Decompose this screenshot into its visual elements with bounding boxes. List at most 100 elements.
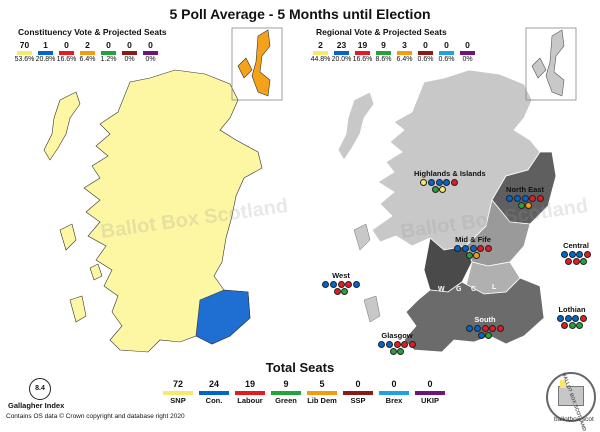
vote-share: 16.6% <box>352 56 373 63</box>
total-seat-count: 24 <box>208 379 219 389</box>
seat-dot <box>529 195 537 202</box>
seat-dot <box>477 245 485 252</box>
regional-table: 2 23 19 9 3 0 0 0 44.8% 20.0% 16.6% 8.6% 6.4% 0.6% 0.… <box>310 40 478 64</box>
seat-dot <box>568 322 576 329</box>
seat-count: 0 <box>127 40 132 50</box>
region-name: Glasgow <box>381 331 413 340</box>
seat-count: 0 <box>465 40 470 50</box>
seat-count: 19 <box>357 40 368 50</box>
seat-dot <box>341 288 349 295</box>
party-name: Con. <box>205 396 223 405</box>
seat-dot <box>560 322 568 329</box>
seat-dot <box>481 325 489 332</box>
party-swatch <box>397 51 412 55</box>
party-name: SSP <box>350 396 366 405</box>
region-central: Central <box>556 242 596 265</box>
vote-share: 1.2% <box>100 56 117 63</box>
seat-dot <box>496 325 504 332</box>
party-swatch <box>143 51 158 55</box>
seat-dot <box>536 195 544 202</box>
copyright-notice: Contains OS data © Crown copyright and d… <box>6 413 185 420</box>
party-name: Labour <box>237 396 263 405</box>
seat-dot <box>568 251 576 258</box>
party-swatch <box>334 51 349 55</box>
regional-map-northern-isles <box>545 29 565 97</box>
seat-dot <box>345 281 353 288</box>
region-name: Highlands & Islands <box>414 169 486 178</box>
seat-dot <box>579 315 587 322</box>
party-color-bar <box>379 391 409 395</box>
constituency-map-northern-isles <box>251 29 271 97</box>
region-south: South <box>462 316 508 339</box>
seat-dot <box>461 245 469 252</box>
party-swatch <box>376 51 391 55</box>
region-name: West <box>332 271 350 280</box>
seat-dot <box>517 202 525 209</box>
seat-dot <box>401 341 409 348</box>
total-party: 5 Lib Dem <box>304 379 340 406</box>
seat-count: 3 <box>402 40 407 50</box>
party-swatch <box>122 51 137 55</box>
total-seat-count: 0 <box>355 379 361 389</box>
seat-dot <box>408 341 416 348</box>
seat-count: 9 <box>381 40 386 50</box>
party-color-bar <box>343 391 373 395</box>
ballotbox-logo <box>546 372 596 422</box>
constituency-table: 70 1 0 2 0 0 0 53.6% 20.8% 16.6% 6.4% 1.2% 0% 0% <box>14 40 161 64</box>
seat-count: 0 <box>148 40 153 50</box>
map-letter-l: L <box>492 284 497 291</box>
seat-dot <box>466 325 474 332</box>
seat-dot <box>583 251 591 258</box>
seat-dot <box>378 341 386 348</box>
map-letter-w: W <box>438 286 445 293</box>
seat-dot <box>484 245 492 252</box>
seat-dot <box>572 258 580 265</box>
constituency-map-southeast-con <box>195 289 251 345</box>
vote-share: 44.8% <box>310 56 331 63</box>
seat-count: 2 <box>318 40 323 50</box>
seat-dot <box>489 325 497 332</box>
vote-share: 20.0% <box>331 56 352 63</box>
vote-share: 53.6% <box>14 56 35 63</box>
party-swatch <box>418 51 433 55</box>
total-party: 72 SNP <box>160 379 196 406</box>
regional-map-south <box>403 277 545 353</box>
seat-dot <box>439 186 447 193</box>
region-highlands: Highlands & Islands <box>414 169 486 193</box>
seat-dot <box>473 252 481 259</box>
party-name: Green <box>275 396 297 405</box>
region-name: Mid & Fife <box>455 235 491 244</box>
site-url[interactable]: ballotbox.scot <box>554 416 594 423</box>
party-swatch <box>313 51 328 55</box>
vote-share: 0% <box>462 56 473 63</box>
seat-dot <box>473 325 481 332</box>
seat-dot <box>397 348 405 355</box>
regional-heading: Regional Vote & Projected Seats <box>316 27 447 37</box>
seat-dot <box>454 245 462 252</box>
seat-dot <box>521 195 529 202</box>
total-seat-count: 72 <box>172 379 183 389</box>
seat-dot <box>572 315 580 322</box>
region-glasgow: Glasgow <box>374 332 420 355</box>
party-color-bar <box>235 391 265 395</box>
seat-dot <box>580 258 588 265</box>
total-seats-heading: Total Seats <box>265 360 335 375</box>
seat-dot <box>576 251 584 258</box>
seat-count: 0 <box>106 40 111 50</box>
region-north-east: North East <box>502 186 548 209</box>
party-swatch <box>80 51 95 55</box>
regional-inset-box <box>525 27 577 101</box>
total-seat-count: 0 <box>391 379 397 389</box>
constituency-map-western-isles <box>43 91 81 161</box>
gallagher-index-label: Gallagher Index <box>8 401 65 410</box>
seat-count: 0 <box>423 40 428 50</box>
constituency-map-mainland <box>83 69 263 353</box>
seat-dot <box>337 281 345 288</box>
party-swatch <box>17 51 32 55</box>
seat-dot <box>485 332 493 339</box>
seat-dot <box>322 281 330 288</box>
vote-share: 6.4% <box>396 56 413 63</box>
seat-dot <box>389 348 397 355</box>
seat-dot <box>561 251 569 258</box>
